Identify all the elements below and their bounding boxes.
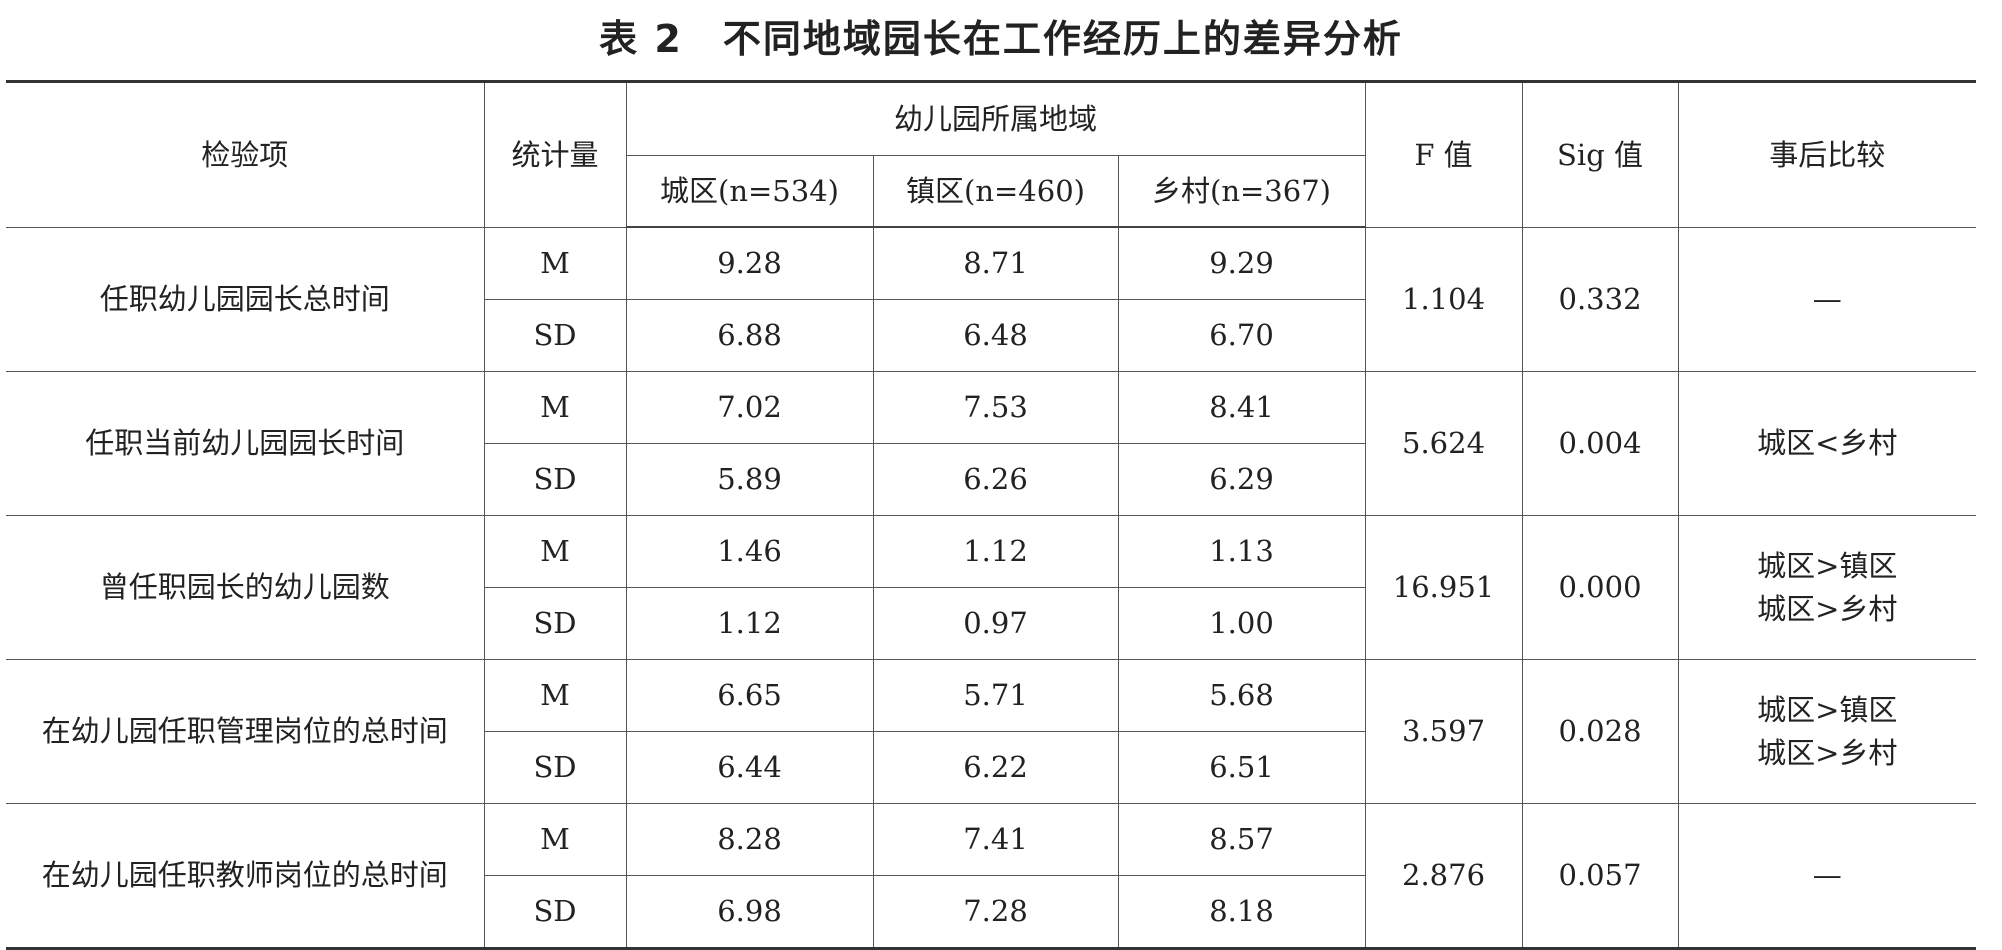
table-row: 任职幼儿园园长总时间 M 9.28 8.71 9.29 1.104 0.332 … [6,226,1977,372]
header-region-rural: 乡村(n=367) [1117,155,1366,228]
row-item: 在幼儿园任职管理岗位的总时间 [6,659,485,804]
cell-m: 6.65 [625,659,874,732]
cell-sd: 6.98 [625,875,874,949]
cell-sd: 6.44 [625,731,874,804]
stat-label: SD [484,587,627,660]
posthoc-line: — [1812,858,1842,893]
cell-m: 9.28 [625,226,874,300]
table-row: SD 1.12 0.97 1.00 [6,587,1976,660]
cell-m: 1.12 [872,515,1119,588]
cell-sd: 6.22 [872,731,1119,804]
cell-posthoc: 城区<乡村 [1677,371,1977,516]
header-posthoc: 事后比较 [1677,81,1977,228]
stat-label: M [483,515,627,588]
cell-f: 16.951 [1364,515,1523,660]
cell-m: 8.57 [1117,803,1366,876]
cell-sd: 1.00 [1117,587,1366,660]
anova-table: 检验项 统计量 幼儿园所属地域 F 值 Sig 值 事后比较 城区(n=534)… [6,80,1977,950]
cell-sd: 6.70 [1117,299,1366,372]
cell-m: 7.41 [872,803,1119,876]
table-row: SD 6.44 6.22 6.51 [6,731,1976,804]
table-row: 曾任职园长的幼儿园数 M 1.46 1.12 1.13 16.951 0.000… [6,515,1977,660]
cell-sig: 0.028 [1521,659,1679,804]
cell-m: 5.68 [1117,659,1366,732]
header-f: F 值 [1364,81,1523,228]
cell-sd: 6.88 [625,299,874,372]
stat-label: SD [484,443,627,516]
cell-sd: 6.51 [1117,731,1366,804]
cell-m: 1.46 [625,515,874,588]
cell-sig: 0.057 [1521,803,1679,949]
cell-f: 3.597 [1364,659,1523,804]
row-item: 任职当前幼儿园园长时间 [6,371,485,516]
header-stat: 统计量 [483,81,627,228]
table-row: SD 6.98 7.28 8.18 [6,875,1976,949]
row-item: 任职幼儿园园长总时间 [6,226,485,372]
cell-sig: 0.332 [1521,226,1679,372]
posthoc-line: 城区>镇区 [1757,549,1898,584]
cell-sd: 7.28 [872,875,1119,949]
table-row: SD 5.89 6.26 6.29 [6,443,1976,516]
cell-sig: 0.000 [1521,515,1679,660]
cell-m: 9.29 [1117,226,1366,300]
stat-label: M [483,659,627,732]
cell-sd: 6.29 [1117,443,1366,516]
posthoc-line: 城区>乡村 [1757,591,1898,626]
stat-label: SD [484,875,627,949]
header-region-urban: 城区(n=534) [626,155,874,228]
posthoc-line: 城区>乡村 [1757,735,1898,770]
cell-sd: 0.97 [872,587,1119,660]
table-row: SD 6.88 6.48 6.70 [6,299,1976,372]
stat-label: M [483,371,627,444]
row-item: 在幼儿园任职教师岗位的总时间 [6,803,485,949]
header-sig: Sig 值 [1521,81,1679,228]
header-item: 检验项 [6,81,485,228]
stat-label: M [483,803,627,876]
table-title: 表 2 不同地域园长在工作经历上的差异分析 [599,17,1403,61]
stat-label: SD [484,299,627,372]
cell-sig: 0.004 [1521,371,1679,516]
cell-sd: 8.18 [1117,875,1366,949]
cell-sd: 1.12 [625,587,874,660]
stat-label: SD [484,731,627,804]
cell-m: 1.13 [1117,515,1366,588]
table-row: 任职当前幼儿园园长时间 M 7.02 7.53 8.41 5.624 0.004… [6,371,1977,516]
table-row: 在幼儿园任职管理岗位的总时间 M 6.65 5.71 5.68 3.597 0.… [6,659,1977,804]
cell-m: 8.41 [1117,371,1366,444]
cell-f: 1.104 [1364,226,1523,372]
cell-m: 7.53 [872,371,1119,444]
cell-m: 5.71 [872,659,1119,732]
cell-posthoc: 城区>镇区城区>乡村 [1677,659,1977,804]
cell-sd: 5.89 [625,443,874,516]
cell-f: 5.624 [1364,371,1523,516]
cell-f: 2.876 [1364,803,1523,949]
cell-m: 8.28 [625,803,874,876]
posthoc-line: 城区<乡村 [1757,426,1898,461]
cell-sd: 6.26 [872,443,1119,516]
cell-posthoc: 城区>镇区城区>乡村 [1677,515,1977,660]
cell-m: 7.02 [625,371,874,444]
cell-m: 8.71 [872,226,1119,300]
cell-posthoc: — [1677,803,1977,949]
posthoc-line: 城区>镇区 [1757,693,1898,728]
header-region-town: 镇区(n=460) [872,155,1119,228]
header-region-group: 幼儿园所属地域 [625,81,1366,156]
cell-sd: 6.48 [872,299,1119,372]
cell-posthoc: — [1677,226,1977,372]
row-item: 曾任职园长的幼儿园数 [6,515,485,660]
posthoc-line: — [1812,282,1842,317]
stat-label: M [483,226,627,300]
table-row: 在幼儿园任职教师岗位的总时间 M 8.28 7.41 8.57 2.876 0.… [6,803,1977,949]
